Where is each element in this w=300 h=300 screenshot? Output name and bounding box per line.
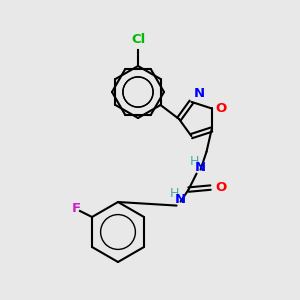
Text: N: N (175, 193, 186, 206)
Text: O: O (216, 102, 227, 115)
Text: F: F (71, 202, 81, 215)
Text: H: H (170, 187, 179, 200)
Text: H: H (190, 155, 199, 168)
Text: N: N (195, 161, 206, 174)
Text: O: O (216, 181, 227, 194)
Text: Cl: Cl (131, 33, 145, 46)
Text: N: N (194, 87, 205, 100)
